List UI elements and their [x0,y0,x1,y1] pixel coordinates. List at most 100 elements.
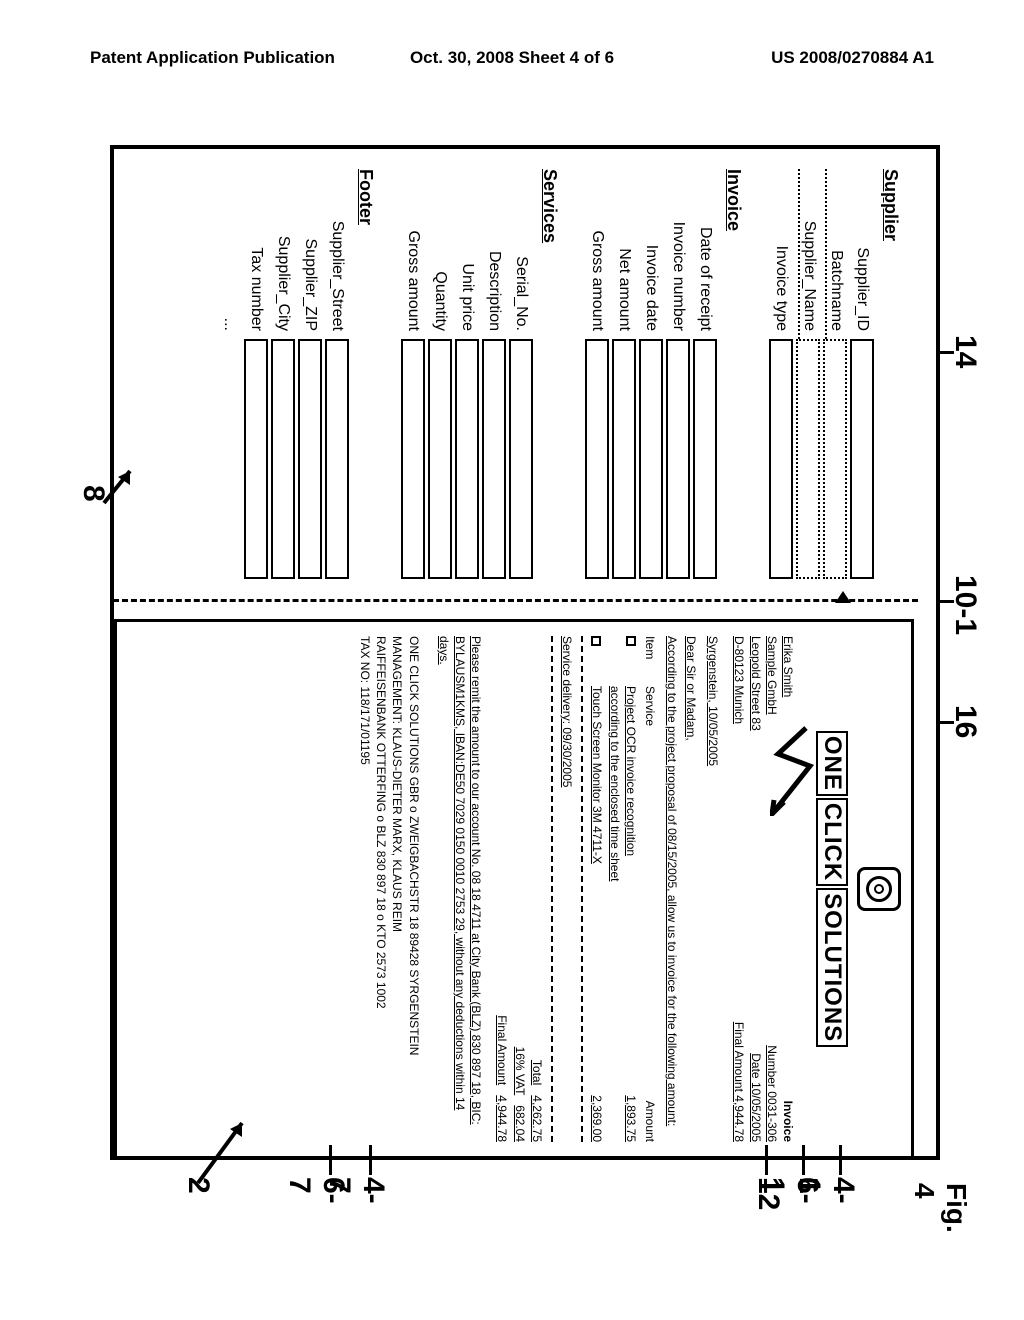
dash-line [581,636,583,1142]
form-label: Supplier_Street [328,169,346,339]
form-row: Batchname [823,169,847,579]
form-input[interactable] [428,339,452,579]
form-row: Invoice date [639,169,663,579]
leader-line [329,1145,332,1175]
form-label: Gross amount [404,169,422,339]
dash-line [551,636,553,1142]
form-label: Date of receipt [696,169,714,339]
form-input[interactable] [796,339,820,579]
section-title: Services [539,169,560,579]
form-row: ... [217,169,241,579]
form-label: Net amount [615,169,633,339]
form-input[interactable] [823,339,847,579]
form-label: Invoice date [642,169,660,339]
bank-instructions: Please remit the amount to our account N… [436,636,485,1142]
leader-line [802,1145,805,1175]
address-line: Sample GmbH [764,636,780,731]
form-row: Invoice number [666,169,690,579]
figure-frame: SupplierSupplier_IDBatchnameSupplier_Nam… [0,225,1024,1085]
form-label: Supplier_Name [798,169,818,339]
total-line: 16% VAT 682.04 [511,636,527,1142]
form-input[interactable] [482,339,506,579]
ref-6-7: 6-7 [282,1177,350,1204]
form-label: Batchname [825,169,845,339]
zigzag-icon [780,726,814,816]
col-item: Item [642,636,658,686]
form-input[interactable] [666,339,690,579]
invoice-meta: InvoiceNumber 0031-306Date 10/05/2005Fin… [731,1022,796,1142]
header-right: US 2008/0270884 A1 [653,48,934,68]
form-input[interactable] [401,339,425,579]
form-row: Serial_No. [509,169,533,579]
section-title: Invoice [723,169,744,579]
invoice-meta-line: Final Amount 4,944.78 [731,1022,747,1142]
divider-vertical [113,599,918,602]
item-row: Touch Screen Monitor 3M 4711-X2,369.00 [589,636,605,1142]
form-label: Supplier_ZIP [301,169,319,339]
intro-text: According to the project proposal of 08/… [664,636,680,1142]
form-input[interactable] [850,339,874,579]
company-name: ONE CLICK SOLUTIONS [816,636,848,1142]
form-input[interactable] [612,339,636,579]
form-input[interactable] [455,339,479,579]
form-label: Quantity [431,169,449,339]
ref-10-1: 10-1 [948,575,982,635]
items-list: Project OCR invoice recognitionaccording… [589,636,640,1142]
section-title: Supplier [880,169,901,579]
logo-icon [857,867,901,911]
items-header: Item Service Amount [642,636,658,1142]
leader-line [936,351,954,354]
form-input[interactable] [271,339,295,579]
totals-block: Total 4,262.7516% VAT 682.04Final Amount… [494,636,545,1142]
form-input[interactable] [769,339,793,579]
form-label: Gross amount [588,169,606,339]
recipient-address: Erika SmithSample GmbHLeopold Street 83D… [731,636,796,731]
form-row: Gross amount [401,169,425,579]
leader-line [369,1145,372,1175]
form-input[interactable] [325,339,349,579]
address-line: Leopold Street 83 [747,636,763,731]
leader-arrow-4-1 [825,587,855,627]
form-row: Supplier_Name [796,169,820,579]
leader-line [936,721,954,724]
salutation: Dear Sir or Madam, [683,636,699,1142]
ref-12: 12 [751,1177,785,1210]
col-service: Service [642,686,658,1052]
form-input[interactable] [639,339,663,579]
form-label: Invoice number [669,169,687,339]
form-row: Supplier_City [271,169,295,579]
document-body: Syrgenstein, 10/05/2005 Dear Sir or Mada… [357,636,721,1142]
item-amount: 1,893.75 [607,1052,639,1142]
form-row: Invoice type [769,169,793,579]
form-row: Net amount [612,169,636,579]
place-date: Syrgenstein, 10/05/2005 [705,636,721,1142]
invoice-heading: Invoice [780,1022,796,1142]
service-delivery: Service delivery: 09/30/2005 [559,636,575,1142]
form-input[interactable] [298,339,322,579]
company-footer: ONE CLICK SOLUTIONS GBR o ZWEIGBACHSTR 1… [357,636,422,1142]
item-checkbox[interactable] [589,636,605,686]
form-label: ... [220,169,238,339]
footer-line: ONE CLICK SOLUTIONS GBR o ZWEIGBACHSTR 1… [405,636,421,1142]
leader-line [765,1145,768,1175]
form-label: Tax number [247,169,265,339]
form-row: Supplier_ZIP [298,169,322,579]
item-checkbox[interactable] [607,636,639,686]
form-row: Description [482,169,506,579]
form-input[interactable] [244,339,268,579]
total-line: Total 4,262.75 [529,636,545,1142]
form-input[interactable] [509,339,533,579]
leader-line [839,1145,842,1175]
form-input[interactable] [693,339,717,579]
form-label: Unit price [458,169,476,339]
form-row: Date of receipt [693,169,717,579]
form-label: Supplier_ID [853,169,871,339]
form-row: Gross amount [585,169,609,579]
total-line: Final Amount 4,944.78 [494,636,510,1142]
form-label: Serial_No. [512,169,530,339]
footer-line: MANAGEMENT: KLAUS-DIETER MARX, KLAUS REI… [389,636,405,1142]
header-left: Patent Application Publication [90,48,371,68]
company-word: CLICK [816,798,848,886]
item-service: Touch Screen Monitor 3M 4711-X [589,686,605,1052]
form-input[interactable] [585,339,609,579]
